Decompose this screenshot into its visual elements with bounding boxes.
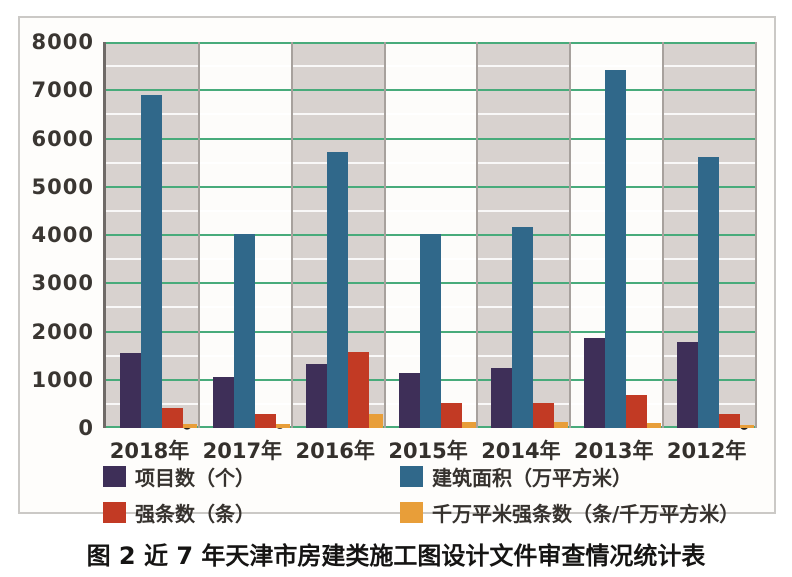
y-tick-label: 6000 xyxy=(31,126,94,151)
band-separator xyxy=(662,42,665,428)
bar-series2-2017年 xyxy=(233,233,255,428)
bar-series3-2014年 xyxy=(533,402,555,428)
legend-item-series3: 强条数（条） xyxy=(103,498,400,527)
bar-series4-2018年 xyxy=(183,424,197,428)
bar-series2-2018年 xyxy=(141,95,162,428)
major-gridline xyxy=(106,137,756,140)
y-tick-label: 3000 xyxy=(31,271,94,296)
x-tick-label: 2018年 xyxy=(109,439,190,463)
band-separator xyxy=(476,42,479,428)
figure-caption: 图 2 近 7 年天津市房建类施工图设计文件审查情况统计表 xyxy=(86,542,706,570)
y-tick-label: 4000 xyxy=(31,223,94,247)
plot-area xyxy=(103,42,757,430)
x-tick-label: 2014年 xyxy=(481,439,561,463)
band-separator xyxy=(197,42,200,428)
bar-series1-2012年 xyxy=(677,341,699,428)
y-tick-label: 8000 xyxy=(31,30,94,54)
band-separator xyxy=(383,42,386,428)
bar-series1-2015年 xyxy=(398,373,420,428)
x-tick-label: 2015年 xyxy=(388,439,468,463)
minor-gridline xyxy=(106,209,756,212)
bar-series1-2017年 xyxy=(212,376,234,428)
bar-series2-2016年 xyxy=(326,151,348,428)
x-tick-label: 2013年 xyxy=(574,439,654,463)
bar-series3-2015年 xyxy=(440,402,462,428)
x-tick-label: 2012年 xyxy=(666,439,747,463)
bar-series1-2014年 xyxy=(491,367,513,428)
band-separator xyxy=(755,42,757,428)
bar-series4-2013年 xyxy=(647,422,662,428)
y-tick-label: 5000 xyxy=(31,174,94,199)
bar-series3-2017年 xyxy=(254,413,276,428)
legend-swatch xyxy=(103,502,126,523)
y-tick-label: 7000 xyxy=(31,78,94,103)
legend-item-series1: 项目数（个） xyxy=(103,462,400,491)
bar-series2-2013年 xyxy=(605,69,627,428)
legend-item-series2: 建筑面积（万平方米） xyxy=(400,462,763,491)
legend-swatch xyxy=(400,466,423,487)
bar-series3-2013年 xyxy=(626,394,648,428)
legend-swatch xyxy=(400,502,423,523)
bar-series3-2016年 xyxy=(347,352,369,428)
bar-series4-2017年 xyxy=(275,424,290,428)
legend-label: 强条数（条） xyxy=(135,502,255,526)
minor-gridline xyxy=(106,161,756,164)
y-tick-label: 2000 xyxy=(31,319,94,344)
bar-series1-2016年 xyxy=(305,363,327,428)
band-separator xyxy=(569,42,572,428)
major-gridline xyxy=(106,185,756,188)
legend-label: 项目数（个） xyxy=(135,466,255,490)
legend-swatch xyxy=(103,466,126,487)
bar-series4-2015年 xyxy=(461,421,476,428)
chart-figure: 8000 7000 6000 5000 4000 3000 2000 1000 0 2018年 2… xyxy=(18,16,776,526)
bar-series3-2018年 xyxy=(162,407,183,428)
legend: 项目数（个） 建筑面积（万平方米） 强条数（条） 千万平米强条数（条/千万平方米） xyxy=(103,462,763,527)
band-separator xyxy=(290,42,293,428)
minor-gridline xyxy=(106,113,756,116)
y-tick-label: 0 xyxy=(78,416,94,440)
bar-series2-2015年 xyxy=(419,233,441,428)
legend-label: 千万平米强条数（条/千万平方米） xyxy=(432,502,740,526)
minor-gridline xyxy=(106,65,756,68)
bar-series2-2014年 xyxy=(512,226,534,428)
major-gridline xyxy=(106,42,756,44)
bar-series4-2014年 xyxy=(554,421,569,428)
bar-series3-2012年 xyxy=(719,414,741,428)
x-tick-label: 2017年 xyxy=(202,439,283,463)
bar-series2-2012年 xyxy=(698,157,720,428)
legend-item-series4: 千万平米强条数（条/千万平方米） xyxy=(400,498,763,527)
x-tick-label: 2016年 xyxy=(295,439,375,463)
bar-series4-2012年 xyxy=(740,425,755,428)
legend-label: 建筑面积（万平方米） xyxy=(432,466,632,490)
bar-series4-2016年 xyxy=(368,414,383,428)
bar-series1-2018年 xyxy=(120,352,141,428)
major-gridline xyxy=(106,89,756,92)
bar-series1-2013年 xyxy=(584,337,606,428)
y-tick-label: 1000 xyxy=(31,367,94,392)
